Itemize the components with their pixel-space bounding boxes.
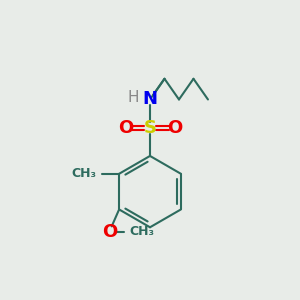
Text: CH₃: CH₃ xyxy=(130,225,154,238)
Text: O: O xyxy=(103,223,118,241)
Text: H: H xyxy=(127,91,139,106)
Text: S: S xyxy=(143,119,157,137)
Text: O: O xyxy=(118,119,133,137)
Text: CH₃: CH₃ xyxy=(72,167,97,180)
Text: O: O xyxy=(167,119,182,137)
Text: N: N xyxy=(142,91,158,109)
